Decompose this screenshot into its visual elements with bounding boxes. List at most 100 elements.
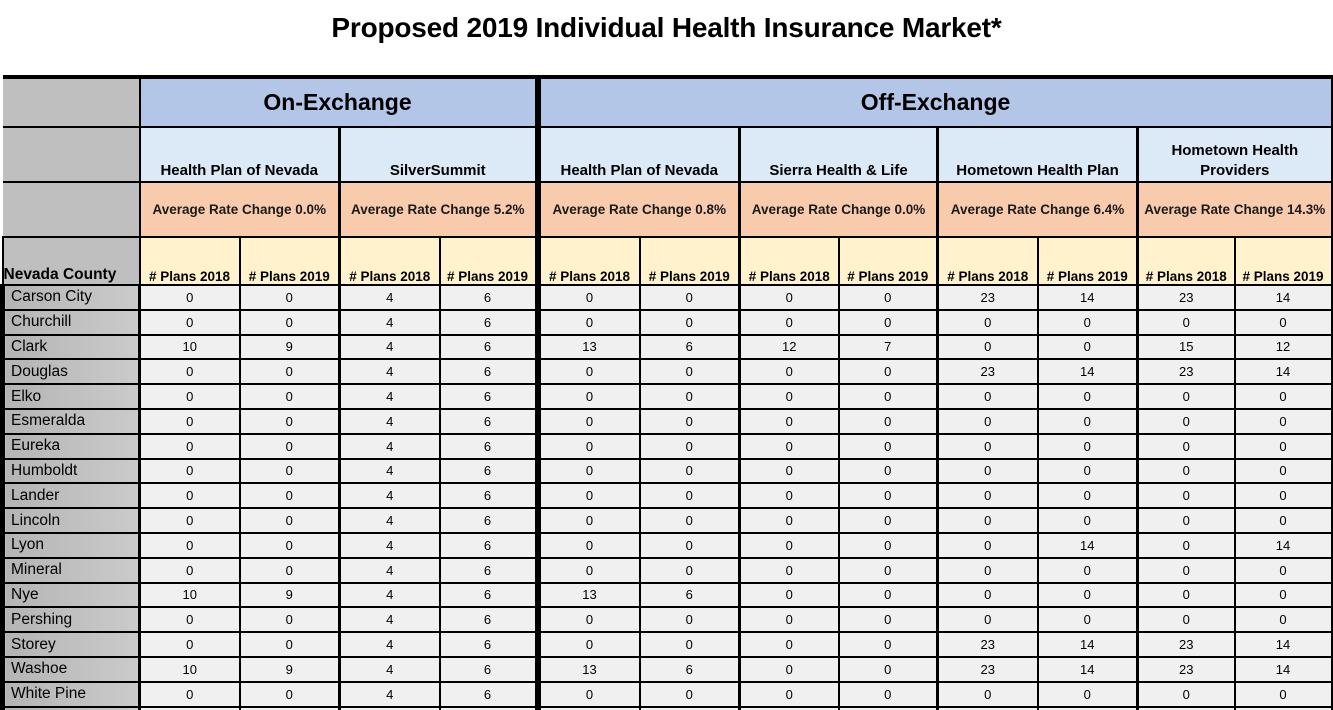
plan-count-cell: 6 <box>438 358 539 386</box>
plan-count-cell: 0 <box>936 457 1039 485</box>
county-label: Carson City <box>0 284 141 311</box>
plan-name-row: Health Plan of Nevada SilverSummit Healt… <box>2 126 1333 183</box>
plan-count-cell <box>138 705 241 710</box>
plan-count-cell: 0 <box>638 556 741 584</box>
plan-count-cell: 0 <box>738 507 840 534</box>
table-row: Storey 0 0 4 6 0 0 0 0 23 14 23 14 <box>0 631 1333 658</box>
county-label: Douglas <box>0 358 141 386</box>
plan-count-cell: 0 <box>534 556 641 584</box>
plan-count-cell <box>936 705 1039 710</box>
plan-count-cell: 0 <box>1136 581 1236 609</box>
plan-count-cell: 6 <box>438 333 539 361</box>
county-label: Churchill <box>0 308 141 336</box>
year-header-row: Nevada County # Plans 2018 # Plans 2019 … <box>1 236 1333 286</box>
plan-count-cell: 0 <box>738 358 840 386</box>
county-label: Esmeralda <box>0 407 141 435</box>
year-header-2018: # Plans 2018 <box>138 236 241 286</box>
table-row: White Pine 0 0 4 6 0 0 0 0 0 0 0 0 <box>0 680 1333 708</box>
plan-count-cell: 0 <box>638 606 741 634</box>
plan-count-cell: 0 <box>238 531 341 559</box>
section-header-off-exchange: Off-Exchange <box>534 75 1333 128</box>
table-row: Carson City 0 0 4 6 0 0 0 0 23 14 23 14 <box>0 284 1333 311</box>
table-row: Esmeralda 0 0 4 6 0 0 0 0 0 0 0 0 <box>0 407 1333 435</box>
county-label: Humboldt <box>0 457 141 485</box>
plan-count-cell: 0 <box>1136 432 1236 460</box>
year-header-2019: # Plans 2019 <box>638 236 741 286</box>
plan-count-cell: 0 <box>738 680 840 708</box>
plan-count-cell: 0 <box>738 556 840 584</box>
table-row: Lincoln 0 0 4 6 0 0 0 0 0 0 0 0 <box>0 507 1333 534</box>
plan-count-cell: 0 <box>936 680 1039 708</box>
year-header-2018: # Plans 2018 <box>534 236 641 286</box>
plan-count-cell: 0 <box>138 432 241 460</box>
plan-count-cell: 0 <box>138 556 241 584</box>
plan-count-cell: 6 <box>638 581 741 609</box>
plan-count-cell: 14 <box>1036 631 1139 658</box>
plan-count-cell: 4 <box>338 655 441 683</box>
plan-count-cell: 0 <box>738 606 840 634</box>
county-label: Nye <box>0 581 141 609</box>
plan-count-cell: 0 <box>238 432 341 460</box>
rate-change-hometown-providers: Average Rate Change 14.3% <box>1136 181 1333 238</box>
county-label: Lander <box>0 482 141 510</box>
county-label: Mineral <box>0 556 141 584</box>
year-header-2019: # Plans 2019 <box>238 236 341 286</box>
plan-count-cell: 6 <box>438 556 539 584</box>
plan-count-cell <box>837 705 939 710</box>
plan-count-cell: 0 <box>534 482 641 510</box>
plan-count-cell: 0 <box>638 482 741 510</box>
plan-count-cell: 0 <box>138 457 241 485</box>
plan-count-cell: 0 <box>837 531 939 559</box>
plan-count-cell: 0 <box>837 631 939 658</box>
plan-count-cell: 0 <box>1136 556 1236 584</box>
plan-count-cell: 4 <box>338 407 441 435</box>
plan-count-cell: 0 <box>936 308 1039 336</box>
plan-count-cell: 0 <box>738 655 840 683</box>
plan-count-cell: 0 <box>1036 457 1139 485</box>
table-row: Eureka 0 0 4 6 0 0 0 0 0 0 0 0 <box>0 432 1333 460</box>
plan-count-cell: 0 <box>1136 383 1236 410</box>
plan-count-cell <box>1036 705 1139 710</box>
table-row: Washoe 10 9 4 6 13 6 0 0 23 14 23 14 <box>0 655 1333 683</box>
plan-count-cell: 0 <box>837 606 939 634</box>
table-row <box>0 705 1333 710</box>
plan-count-cell: 0 <box>238 556 341 584</box>
plan-count-cell: 23 <box>1136 631 1236 658</box>
plan-count-cell: 14 <box>1233 284 1333 311</box>
year-header-2019: # Plans 2019 <box>1233 236 1333 286</box>
plan-count-cell: 0 <box>837 457 939 485</box>
year-header-2018: # Plans 2018 <box>1136 236 1236 286</box>
plan-count-cell: 0 <box>837 507 939 534</box>
page-title: Proposed 2019 Individual Health Insuranc… <box>331 12 1002 43</box>
plan-count-cell: 6 <box>438 407 539 435</box>
table-header: On-Exchange Off-Exchange Health Plan of … <box>1 75 1333 286</box>
plan-count-cell: 0 <box>1036 333 1139 361</box>
plan-count-cell: 0 <box>1233 457 1333 485</box>
plan-count-cell: 0 <box>138 407 241 435</box>
plan-count-cell: 14 <box>1036 284 1139 311</box>
plan-count-cell: 0 <box>534 680 641 708</box>
rate-change-row: Average Rate Change 0.0% Average Rate Ch… <box>2 181 1333 238</box>
plan-count-cell: 0 <box>837 432 939 460</box>
plan-count-cell: 0 <box>837 556 939 584</box>
plan-count-cell: 0 <box>1036 606 1139 634</box>
plan-count-cell: 0 <box>738 457 840 485</box>
plan-count-cell: 6 <box>438 308 539 336</box>
plan-count-cell: 0 <box>638 407 741 435</box>
plan-count-cell: 0 <box>738 284 840 311</box>
plan-count-cell: 4 <box>338 531 441 559</box>
table-row: Lander 0 0 4 6 0 0 0 0 0 0 0 0 <box>0 482 1333 510</box>
plan-count-cell: 0 <box>936 531 1039 559</box>
plan-count-cell: 0 <box>534 507 641 534</box>
rate-change-off-hpn: Average Rate Change 0.8% <box>534 181 741 238</box>
plan-count-cell: 0 <box>238 358 341 386</box>
plan-count-cell: 4 <box>338 358 441 386</box>
plan-count-cell: 0 <box>1136 457 1236 485</box>
plan-count-cell: 0 <box>638 631 741 658</box>
plan-count-cell <box>238 705 341 710</box>
plan-count-cell: 0 <box>638 531 741 559</box>
plan-count-cell: 6 <box>438 284 539 311</box>
plan-count-cell: 0 <box>1233 308 1333 336</box>
plan-count-cell <box>1233 705 1333 710</box>
